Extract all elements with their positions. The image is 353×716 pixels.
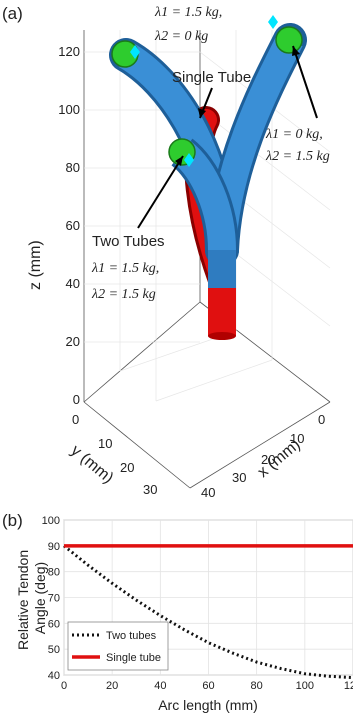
- x-tick-label: 20: [106, 680, 118, 692]
- x-ticks: 0 20 40 60 80 100 120: [61, 680, 353, 692]
- panel-a: (a): [2, 4, 331, 500]
- arrow-right-cap: [292, 45, 318, 119]
- x-tick-label: 40: [201, 485, 215, 500]
- z-tick-label: 40: [66, 276, 80, 291]
- x-tick-label: 80: [251, 680, 263, 692]
- y-tick-label: 10: [98, 436, 112, 451]
- y-tick-label: 100: [42, 515, 60, 527]
- top-left-lambda-2: λ2 = 0 kg: [154, 29, 208, 44]
- z-tick-label: 100: [58, 102, 80, 117]
- single-tube-base: [208, 288, 236, 336]
- two-tubes-trunk: [208, 250, 236, 290]
- x-tick-label: 10: [290, 431, 304, 446]
- panel-a-label: (a): [2, 4, 23, 23]
- x-tick-label: 40: [154, 680, 166, 692]
- legend-box: [67, 621, 169, 671]
- y-ticks: 40 50 60 70 80 90 100: [42, 515, 60, 682]
- top-left-lambda-1: λ1 = 1.5 kg,: [154, 5, 222, 20]
- z-axis-label: z (mm): [27, 240, 44, 290]
- z-tick-label: 120: [58, 44, 80, 59]
- x-tick-labels: 0 10 20 30 40: [201, 412, 325, 500]
- right-lambda-2: λ2 = 1.5 kg: [265, 149, 330, 164]
- right-lambda-1: λ1 = 0 kg,: [265, 127, 323, 142]
- series-layer: [63, 544, 353, 680]
- z-tick-label: 0: [73, 392, 80, 407]
- tip-cap-right: [275, 26, 303, 54]
- arrow-heads: [175, 46, 300, 166]
- y-tick-label: 30: [143, 482, 157, 497]
- y-axis-title: Relative Tendon Angle (deg): [15, 546, 48, 650]
- panel-b: (b) 40 50 60 70 80 90 100 0 20 40 60 80 100 120 Arc …: [2, 511, 353, 713]
- middle-lambda-2: λ2 = 1.5 kg: [91, 287, 156, 302]
- y-tick-labels: 0 10 20 30: [72, 412, 157, 497]
- legend: Two tubes Single tube: [67, 621, 169, 671]
- x-tick-label: 20: [261, 452, 275, 467]
- y-tick-label: 90: [48, 541, 60, 553]
- x-tick-label: 120: [344, 680, 353, 692]
- x-axis-title: Arc length (mm): [158, 697, 258, 713]
- x-tick-label: 60: [202, 680, 214, 692]
- marker-diamond-right: [268, 15, 278, 29]
- legend-label-single-tube: Single tube: [106, 652, 161, 664]
- y-tick-label: 80: [48, 567, 60, 579]
- x-tick-label: 0: [61, 680, 67, 692]
- y-tick-label: 0: [72, 412, 79, 427]
- tube-base-cap: [208, 332, 236, 340]
- y-tick-label: 70: [48, 593, 60, 605]
- x-tick-label: 30: [232, 470, 246, 485]
- series-line-two-tubes: [63, 544, 353, 680]
- y-tick-label: 40: [48, 670, 60, 682]
- z-tick-label: 20: [66, 334, 80, 349]
- middle-lambda-1: λ1 = 1.5 kg,: [91, 261, 159, 276]
- z-tick-labels: 120 100 80 60 40 20 0: [58, 44, 80, 407]
- panel-b-label: (b): [2, 511, 23, 530]
- marker-diamond-middle: [184, 153, 194, 167]
- marker-diamond-left: [130, 45, 140, 59]
- z-tick-label: 60: [66, 218, 80, 233]
- legend-label-two-tubes: Two tubes: [106, 630, 157, 642]
- y-axis-title-line-2: Angle (deg): [32, 562, 48, 634]
- single-tube-annotation: Single Tube: [172, 69, 251, 86]
- y-axis-title-line-1: Relative Tendon: [15, 550, 31, 650]
- z-tick-label: 80: [66, 160, 80, 175]
- arrow-middle-cap: [137, 155, 184, 229]
- x-tick-label: 100: [296, 680, 314, 692]
- y-tick-label: 50: [48, 644, 60, 656]
- x-tick-label: 0: [318, 412, 325, 427]
- y-tick-label: 60: [48, 618, 60, 630]
- two-tubes-annotation: Two Tubes: [92, 233, 165, 250]
- tube-3d-render: [109, 15, 307, 340]
- y-tick-label: 20: [120, 460, 134, 475]
